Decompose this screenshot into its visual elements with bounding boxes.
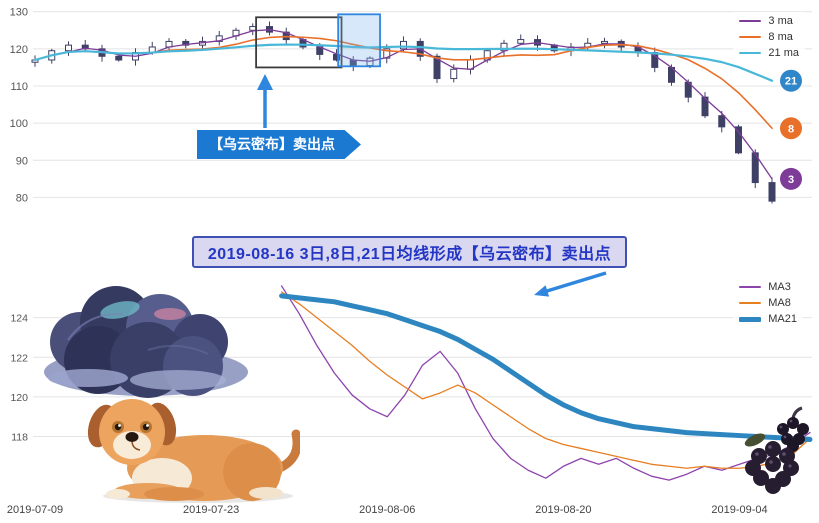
ma-line-chart: 118 120 122 124 2019-07-09 2019-07-23 2019-08-…	[7, 285, 813, 516]
top-chart-legend: 3 ma 8 ma 21 ma	[733, 12, 805, 62]
svg-text:130: 130	[10, 7, 28, 19]
legend-label-3ma: 3 ma	[768, 15, 793, 27]
svg-text:100: 100	[10, 118, 28, 130]
legend-swatch-ma3-icon	[739, 286, 762, 288]
legend-item-ma3: MA3	[739, 281, 797, 293]
legend-label-21ma: 21 ma	[768, 47, 799, 59]
legend-item-3ma: 3 ma	[739, 15, 799, 27]
sell-point-callout: 【乌云密布】卖出点	[197, 130, 361, 159]
legend-item-21ma: 21 ma	[739, 47, 799, 59]
bottom-chart-panel: 118 120 122 124 2019-07-09 2019-07-23 2019-08-…	[0, 268, 819, 523]
svg-text:80: 80	[16, 192, 28, 204]
legend-swatch-ma8-icon	[739, 302, 762, 304]
svg-text:124: 124	[10, 313, 28, 325]
svg-text:120: 120	[10, 392, 28, 404]
svg-text:2019-07-09: 2019-07-09	[7, 504, 63, 516]
legend-swatch-8ma-icon	[739, 36, 762, 38]
legend-swatch-ma21-icon	[739, 316, 762, 322]
candlestick-chart: 80 90 100 110 120 130 21 8 3	[10, 7, 812, 204]
legend-label-ma8: MA8	[768, 297, 791, 309]
signal-banner: 2019-08-16 3日,8日,21日均线形成【乌云密布】卖出点	[191, 236, 628, 268]
svg-text:2019-09-04: 2019-09-04	[711, 504, 767, 516]
svg-text:2019-08-20: 2019-08-20	[535, 504, 591, 516]
legend-item-8ma: 8 ma	[739, 31, 799, 43]
svg-text:118: 118	[11, 432, 28, 444]
legend-label-8ma: 8 ma	[768, 31, 793, 43]
top-chart-panel: 80 90 100 110 120 130 21 8 3 3 ma 8 ma 21 ma 【乌云…	[0, 0, 819, 236]
legend-swatch-21ma-icon	[739, 52, 762, 54]
legend-item-ma21: MA21	[739, 313, 797, 325]
svg-text:3: 3	[788, 174, 794, 186]
svg-text:120: 120	[10, 44, 28, 56]
svg-text:2019-07-23: 2019-07-23	[183, 504, 239, 516]
legend-label-ma3: MA3	[768, 281, 791, 293]
bottom-chart-legend: MA3 MA8 MA21	[733, 278, 803, 328]
legend-swatch-3ma-icon	[739, 20, 762, 22]
banner-row: 2019-08-16 3日,8日,21日均线形成【乌云密布】卖出点	[0, 236, 819, 268]
svg-text:21: 21	[785, 76, 797, 88]
svg-text:2019-08-06: 2019-08-06	[359, 504, 415, 516]
legend-item-ma8: MA8	[739, 297, 797, 309]
svg-text:110: 110	[10, 81, 28, 93]
svg-text:8: 8	[788, 123, 794, 135]
svg-text:90: 90	[16, 155, 28, 167]
legend-label-ma21: MA21	[768, 313, 797, 325]
svg-text:122: 122	[10, 352, 28, 364]
